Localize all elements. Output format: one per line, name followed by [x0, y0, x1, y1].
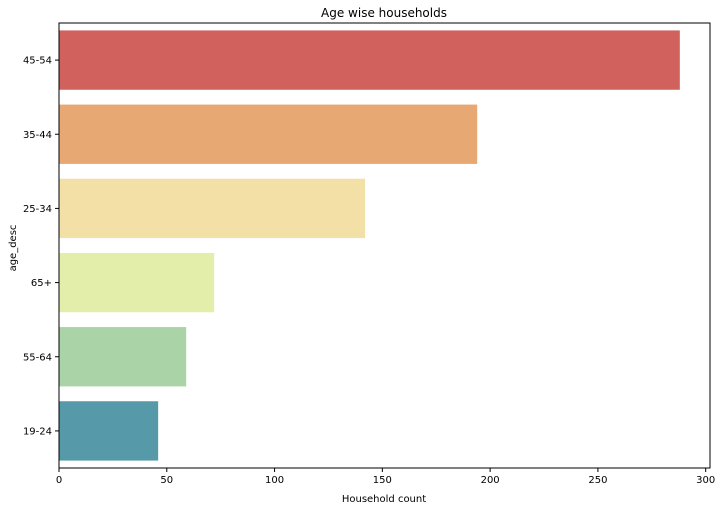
y-tick-label: 19-24	[23, 426, 52, 437]
x-tick-label: 0	[56, 475, 62, 486]
x-axis-label: Household count	[342, 494, 426, 505]
bar-25-34	[59, 178, 366, 239]
y-tick-label: 35-44	[23, 130, 52, 141]
axes-group: 45-54 35-44 25-34 65+ 55-64 19-24 0 50 100 150 200…	[23, 22, 715, 486]
x-tick-label: 150	[373, 475, 392, 486]
bar-35-44	[59, 104, 478, 164]
chart-title: Age wise households	[321, 6, 447, 20]
x-tick-label: 200	[481, 475, 500, 486]
x-tick-label: 300	[696, 475, 715, 486]
bar-55-64	[59, 327, 187, 387]
plot-frame	[58, 22, 711, 469]
y-tick-label: 45-54	[23, 56, 52, 67]
y-tick-label: 65+	[31, 278, 52, 289]
bar-19-24	[59, 401, 159, 461]
y-tick-label: 55-64	[23, 352, 52, 363]
bars-group	[59, 30, 680, 461]
y-axis-label: age_desc	[8, 225, 19, 272]
x-tick-label: 250	[588, 475, 607, 486]
x-tick-label: 100	[265, 475, 284, 486]
bar-65plus	[59, 252, 215, 313]
x-tick-label: 50	[160, 475, 173, 486]
bar-45-54	[59, 30, 680, 90]
y-tick-label: 25-34	[23, 204, 52, 215]
